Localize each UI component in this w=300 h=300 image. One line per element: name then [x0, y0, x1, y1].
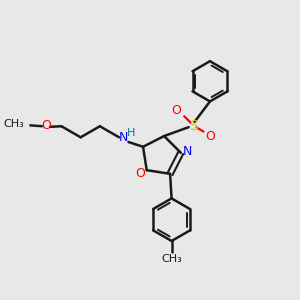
Text: H: H: [127, 128, 135, 138]
Text: S: S: [189, 119, 198, 133]
Text: O: O: [135, 167, 145, 180]
Text: O: O: [206, 130, 215, 143]
Text: N: N: [183, 146, 192, 158]
Text: N: N: [119, 131, 128, 144]
Text: CH₃: CH₃: [161, 254, 182, 264]
Text: O: O: [41, 119, 51, 132]
Text: CH₃: CH₃: [4, 119, 24, 129]
Text: O: O: [171, 104, 181, 117]
